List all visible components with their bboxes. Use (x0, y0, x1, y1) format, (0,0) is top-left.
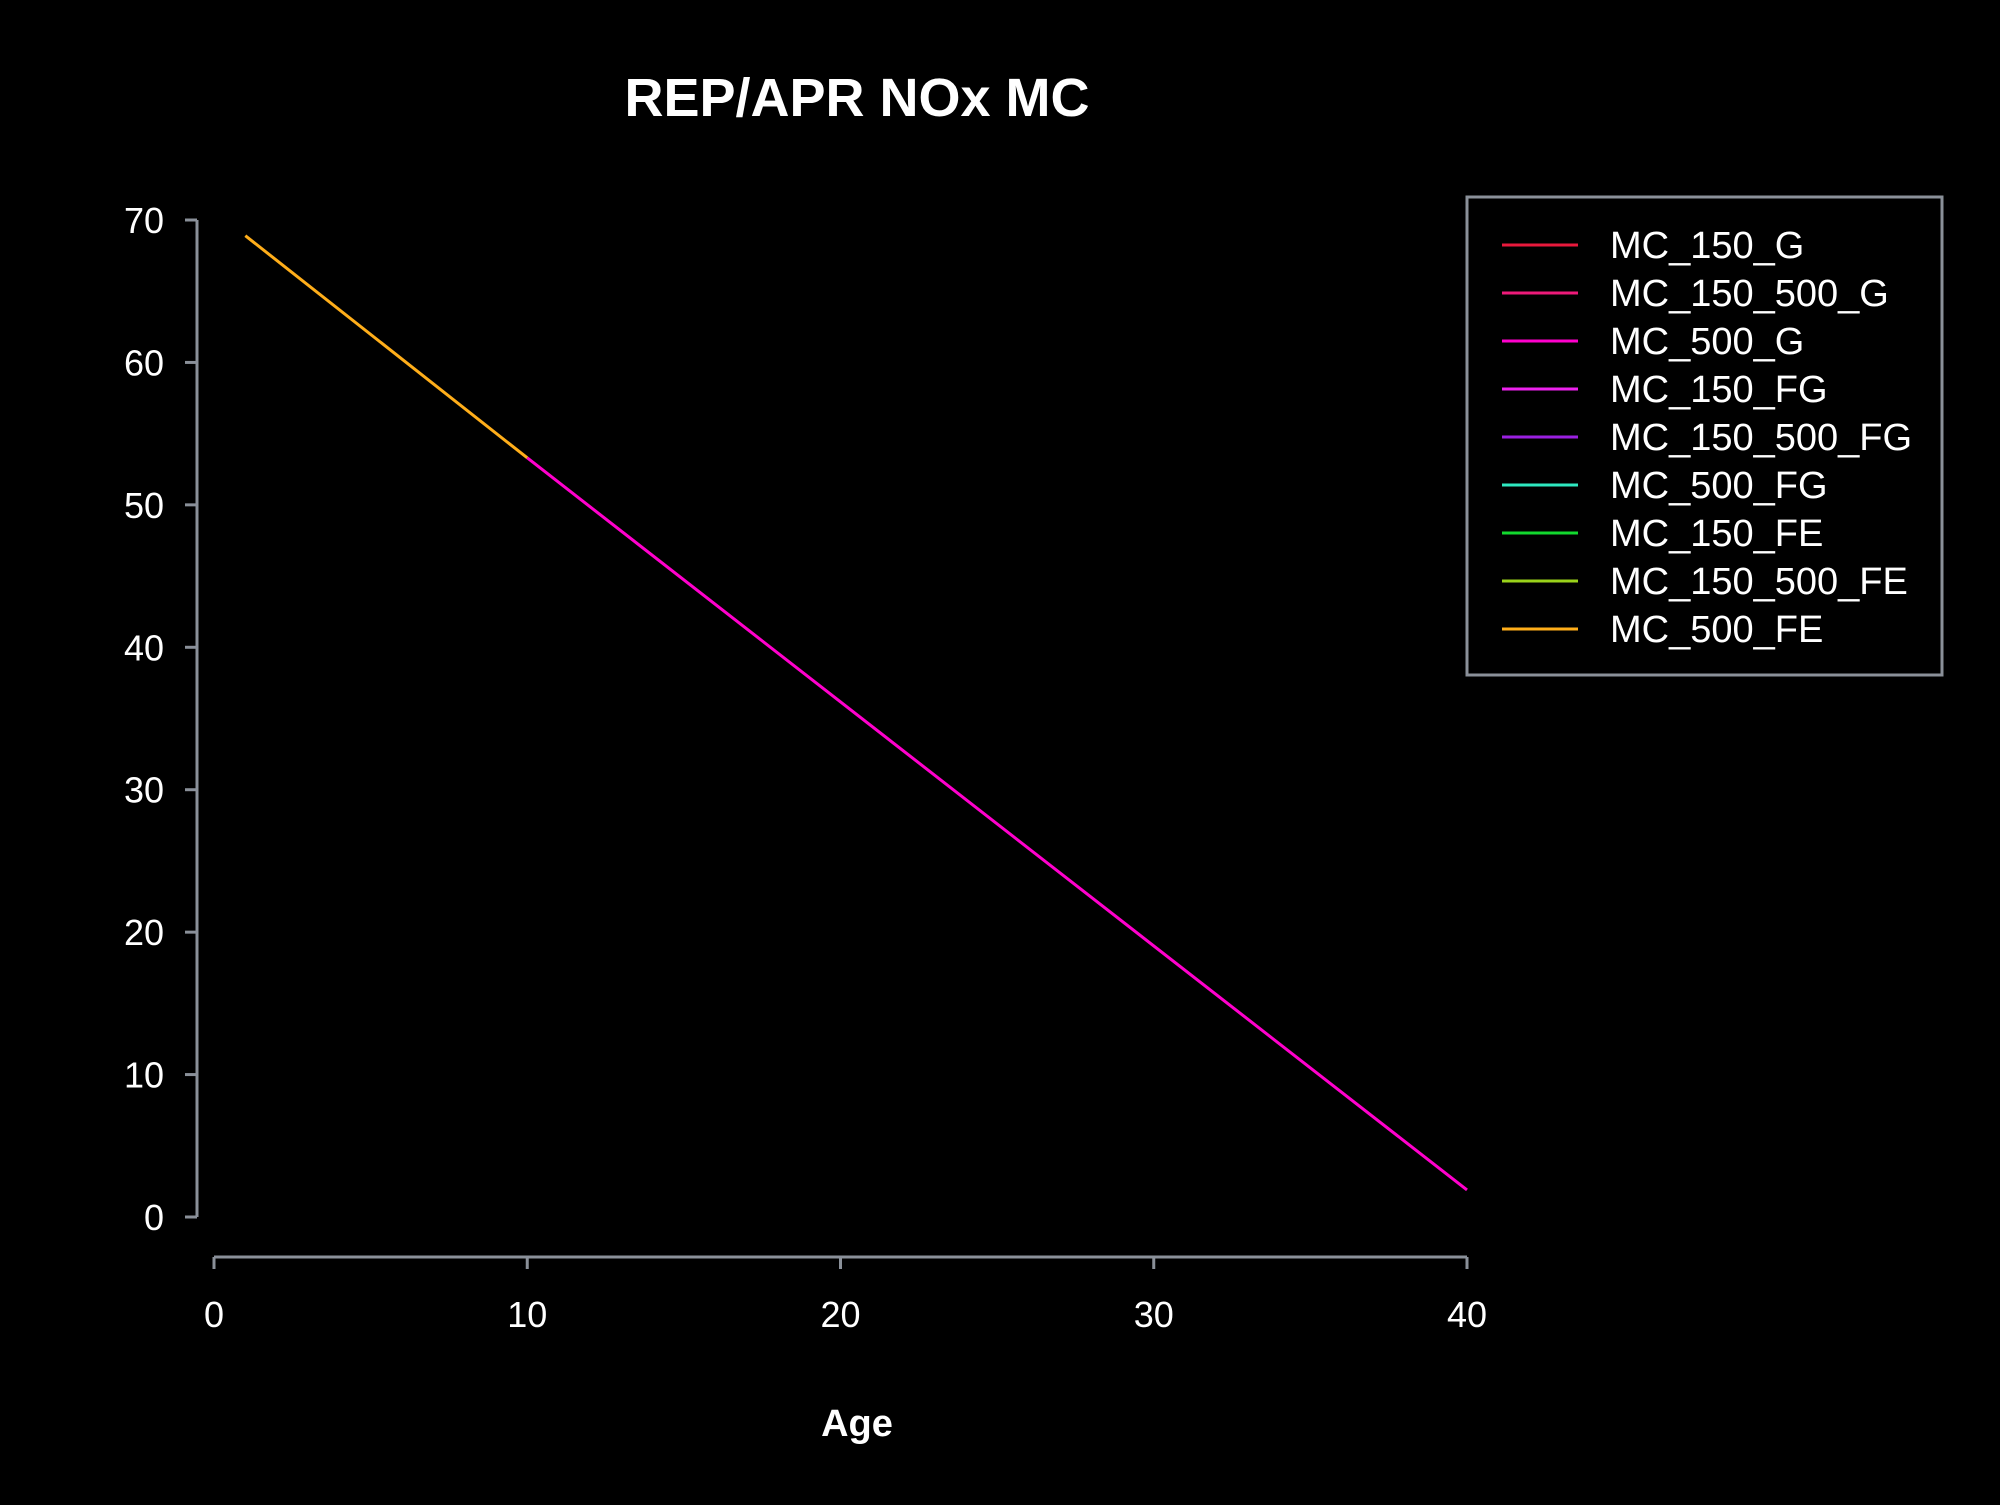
y-tick-label: 30 (124, 770, 164, 811)
y-tick-label: 70 (124, 200, 164, 241)
legend-label: MC_150_FG (1610, 369, 1828, 411)
y-tick-label: 50 (124, 485, 164, 526)
y-tick-label: 40 (124, 627, 164, 668)
x-tick-label: 0 (204, 1294, 224, 1335)
legend-label: MC_150_500_FG (1610, 417, 1912, 459)
series-line (526, 456, 1468, 1192)
legend-label: MC_150_G (1610, 225, 1804, 267)
legend: MC_150_G MC_150_500_G MC_500_G MC_150_FG MC_… (1465, 195, 1944, 677)
x-tick-label: 20 (820, 1294, 860, 1335)
legend-label: MC_150_FE (1610, 513, 1823, 555)
axes: 0 10 20 30 40 50 60 70 0 10 20 30 40 (124, 200, 1487, 1335)
y-tick-label: 20 (124, 912, 164, 953)
series-line (244, 234, 529, 460)
x-axis-label: Age (821, 1403, 893, 1445)
legend-label: MC_500_G (1610, 321, 1804, 363)
x-tick-label: 30 (1134, 1294, 1174, 1335)
legend-label: MC_500_FG (1610, 465, 1828, 507)
y-tick-label: 60 (124, 342, 164, 383)
y-tick-label: 10 (124, 1055, 164, 1096)
legend-label: MC_150_500_G (1610, 273, 1889, 315)
plot-lines (244, 234, 1468, 1192)
y-tick-label: 0 (144, 1197, 164, 1238)
x-tick-label: 10 (507, 1294, 547, 1335)
legend-label: MC_150_500_FE (1610, 561, 1908, 603)
chart-title: REP/APR NOx MC (624, 68, 1089, 128)
legend-label: MC_500_FE (1610, 609, 1823, 651)
x-tick-label: 40 (1447, 1294, 1487, 1335)
